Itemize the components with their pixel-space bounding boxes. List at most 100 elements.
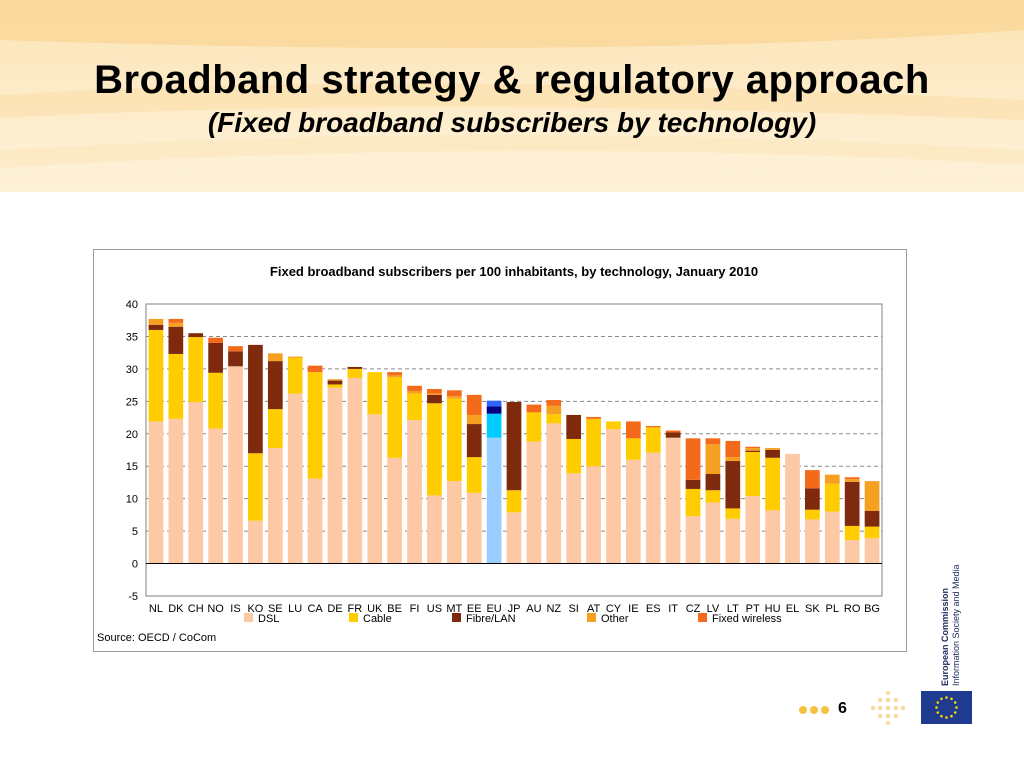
x-tick-label: NO: [207, 603, 224, 615]
x-tick-label: HU: [765, 603, 781, 615]
x-tick-label: FR: [348, 603, 363, 615]
legend-swatch-dsl: [244, 613, 253, 622]
bar-segment-cable: [427, 403, 442, 496]
x-tick-label: PL: [826, 603, 839, 615]
bar-segment-fibre-lan: [745, 450, 761, 452]
bar-segment-dsl: [526, 441, 542, 564]
title-banner: [0, 0, 1024, 192]
bar-segment-other: [287, 356, 303, 358]
y-tick-label: 0: [132, 559, 138, 571]
x-tick-label: CY: [606, 603, 622, 615]
bar-segment-fixed-wireless: [705, 438, 721, 445]
bar-segment-fibre-lan: [566, 414, 582, 439]
bar-segment-dsl: [228, 366, 243, 564]
x-tick-label: BG: [864, 603, 880, 615]
bar-segment-fibre-lan: [208, 342, 223, 373]
bar-segment-other: [267, 353, 283, 362]
bar-segment-cable: [327, 384, 343, 388]
bar-segment-cable: [407, 393, 422, 421]
y-tick-label: 5: [132, 526, 138, 538]
org-line2: Information Society and Media: [951, 564, 961, 686]
bar-segment-cable: [864, 526, 880, 539]
bar-segment-cable: [446, 398, 462, 482]
bar-segment-fibre-lan: [427, 394, 442, 404]
bar-segment-cable: [506, 490, 522, 513]
bar-segment-other: [168, 322, 184, 327]
bar-segment-dsl: [785, 453, 800, 564]
bar-segment-fixed-wireless: [546, 400, 562, 406]
bar-segment-cable: [745, 451, 761, 497]
bar-segment-dsl: [824, 511, 840, 564]
bar-segment-fixed-wireless: [526, 404, 542, 413]
bar-segment-fixed-wireless: [208, 337, 223, 343]
bar-segment-other: [705, 444, 721, 475]
bar-segment-dsl: [367, 414, 383, 564]
bar-segment-dsl: [267, 448, 283, 564]
bar-segment-fibre-lan: [506, 401, 522, 491]
bar-eu-fibre-lan: [486, 406, 502, 414]
x-tick-label: IT: [668, 603, 678, 615]
x-tick-label: IE: [628, 603, 638, 615]
bar-segment-other: [864, 481, 880, 511]
x-tick-label: CZ: [686, 603, 701, 615]
x-tick-label: JP: [508, 603, 521, 615]
x-tick-label: SK: [805, 603, 820, 615]
bar-segment-dsl: [566, 473, 582, 564]
bar-segment-fixed-wireless: [427, 389, 442, 394]
x-tick-label: ES: [646, 603, 661, 615]
bar-segment-fixed-wireless: [625, 421, 641, 439]
bar-segment-fibre-lan: [466, 424, 482, 458]
y-tick-label: 25: [126, 396, 138, 408]
bar-segment-fixed-wireless: [407, 385, 422, 391]
bar-segment-fibre-lan: [228, 351, 243, 367]
y-tick-label: 10: [126, 494, 138, 506]
bar-segment-dsl: [586, 466, 601, 564]
x-tick-label: BE: [387, 603, 402, 615]
x-tick-label: NZ: [546, 603, 561, 615]
bar-segment-cable: [287, 357, 303, 394]
bar-segment-other: [466, 414, 482, 425]
bar-segment-dsl: [606, 429, 621, 564]
x-tick-label: KO: [247, 603, 263, 615]
bar-segment-fibre-lan: [705, 474, 721, 491]
bar-segment-dsl: [864, 538, 880, 564]
bar-segment-other: [387, 375, 403, 378]
bar-segment-dsl: [148, 421, 164, 564]
bar-segment-dsl: [327, 387, 343, 564]
x-tick-label: LU: [288, 603, 302, 615]
bar-eu-dsl: [486, 437, 502, 564]
x-tick-label: PT: [746, 603, 760, 615]
bar-segment-dsl: [387, 457, 403, 564]
legend-label: DSL: [258, 613, 279, 625]
bar-segment-fixed-wireless: [307, 365, 323, 373]
bar-segment-fixed-wireless: [387, 372, 403, 376]
bar-segment-fibre-lan: [267, 361, 283, 410]
bar-segment-dsl: [844, 540, 860, 564]
bar-segment-fibre-lan: [665, 432, 681, 438]
legend-label: Other: [601, 613, 629, 625]
bar-segment-other: [427, 393, 442, 395]
bar-segment-fixed-wireless: [725, 440, 741, 458]
legend-swatch-fibre-lan: [452, 613, 461, 622]
legend-label: Fibre/LAN: [466, 613, 516, 625]
bar-segment-dsl: [347, 377, 363, 564]
bar-segment-dsl: [685, 516, 701, 564]
slide-title: Broadband strategy & regulatory approach: [94, 58, 930, 102]
x-tick-label: DK: [168, 603, 184, 615]
bar-segment-fibre-lan: [168, 326, 184, 354]
bar-segment-cable: [208, 372, 223, 429]
bar-segment-fibre-lan: [725, 461, 741, 509]
x-tick-label: UK: [367, 603, 383, 615]
bar-segment-other: [824, 474, 840, 484]
bar-segment-cable: [248, 453, 263, 521]
bar-segment-cable: [367, 372, 383, 415]
bar-segment-other: [446, 396, 462, 399]
bar-segment-dsl: [725, 518, 741, 564]
bar-segment-fixed-wireless: [446, 390, 462, 397]
bar-segment-fixed-wireless: [844, 477, 860, 480]
bar-segment-fibre-lan: [248, 344, 263, 454]
dot-cross-decoration-icon: [870, 690, 906, 726]
bar-segment-cable: [645, 427, 661, 453]
legend-swatch-cable: [349, 613, 358, 622]
bar-segment-cable: [526, 412, 542, 442]
